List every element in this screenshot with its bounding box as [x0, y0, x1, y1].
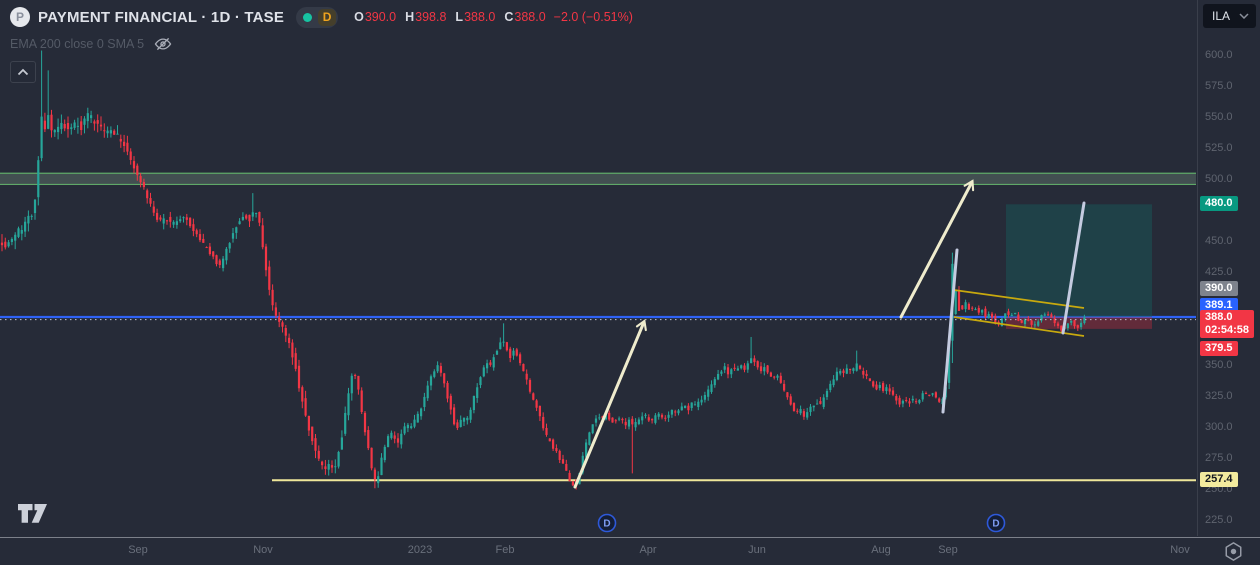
open-value: 390.0: [364, 10, 397, 24]
price-tick: 450.0: [1205, 235, 1233, 248]
symbol-logo: P: [10, 7, 30, 27]
breakout-arrow-2[interactable]: [899, 179, 975, 319]
price-badge-stop: 379.5: [1200, 341, 1238, 356]
price-tick: 600.0: [1205, 49, 1233, 62]
market-status-dot: [303, 12, 313, 22]
chart-legend: P PAYMENT FINANCIAL · 1D · TASE D O 390.…: [10, 6, 633, 83]
open-label: O: [354, 10, 364, 24]
legend-collapse-button[interactable]: [10, 61, 36, 83]
candles: [0, 50, 1086, 490]
high-value: 398.8: [415, 10, 447, 24]
breakout-arrow-1[interactable]: [573, 319, 647, 489]
price-badge-last: 388.0 02:54:58: [1200, 310, 1255, 338]
low-value: 388.0: [464, 10, 496, 24]
price-tick: 325.0: [1205, 390, 1233, 403]
price-tick: 225.0: [1205, 514, 1233, 527]
close-label: C: [504, 10, 514, 24]
long-position-tool[interactable]: [1006, 204, 1152, 329]
interval-pill[interactable]: D: [296, 6, 339, 28]
time-axis[interactable]: Sep Nov 2023 Feb Apr Jun Aug Sep Nov: [0, 537, 1260, 565]
time-label: Nov: [1170, 544, 1190, 556]
change-value: −2.0 (−0.51%): [553, 10, 633, 24]
price-badge-drawing: 390.0: [1200, 281, 1238, 296]
price-badge-hline: 389.1: [1200, 298, 1238, 313]
price-badge-support: 257.4: [1200, 472, 1238, 488]
time-label: Sep: [938, 544, 958, 556]
low-label: L: [455, 10, 464, 24]
symbol-title[interactable]: PAYMENT FINANCIAL · 1D · TASE: [38, 8, 285, 26]
projection-trendline-2[interactable]: [1061, 201, 1086, 335]
high-label: H: [405, 10, 415, 24]
price-tick: 575.0: [1205, 80, 1233, 93]
chevron-down-icon: [1239, 13, 1249, 19]
currency-selector[interactable]: ILA: [1203, 4, 1256, 28]
tradingview-logo[interactable]: [17, 503, 48, 529]
settings-gear-icon[interactable]: [1223, 541, 1244, 565]
time-label: Nov: [253, 544, 273, 556]
price-tick: 500.0: [1205, 173, 1233, 186]
dividend-marker[interactable]: D: [986, 513, 1006, 533]
price-tick: 350.0: [1205, 359, 1233, 372]
projection-trendline-1[interactable]: [941, 248, 959, 414]
dividend-marker[interactable]: D: [597, 513, 617, 533]
time-label: Feb: [495, 544, 515, 556]
time-label: Jun: [748, 544, 766, 556]
currency-label: ILA: [1212, 9, 1231, 23]
time-label: Aug: [871, 544, 891, 556]
time-label: Sep: [128, 544, 148, 556]
svg-text:D: D: [992, 519, 999, 530]
interval-badge[interactable]: D: [318, 8, 337, 26]
price-tick: 300.0: [1205, 421, 1233, 434]
close-value: 388.0: [514, 10, 546, 24]
ohlc-values: O 390.0 H 398.8 L 388.0 C 388.0 −2.0 (−0…: [354, 10, 633, 24]
price-axis[interactable]: 600.0 575.0 550.0 525.0 500.0 450.0 425.0 350.0…: [1197, 0, 1260, 536]
indicator-legend[interactable]: EMA 200 close 0 SMA 5: [10, 37, 145, 51]
price-tick: 425.0: [1205, 266, 1233, 279]
svg-text:D: D: [603, 519, 610, 530]
price-tick: 275.0: [1205, 452, 1233, 465]
price-badge-target: 480.0: [1200, 196, 1238, 212]
time-label: Apr: [639, 544, 657, 556]
price-tick: 525.0: [1205, 142, 1233, 155]
resistance-zone[interactable]: [0, 172, 1196, 186]
price-tick: 550.0: [1205, 111, 1233, 124]
eye-hidden-icon[interactable]: [154, 35, 172, 53]
time-label: 2023: [407, 544, 433, 556]
